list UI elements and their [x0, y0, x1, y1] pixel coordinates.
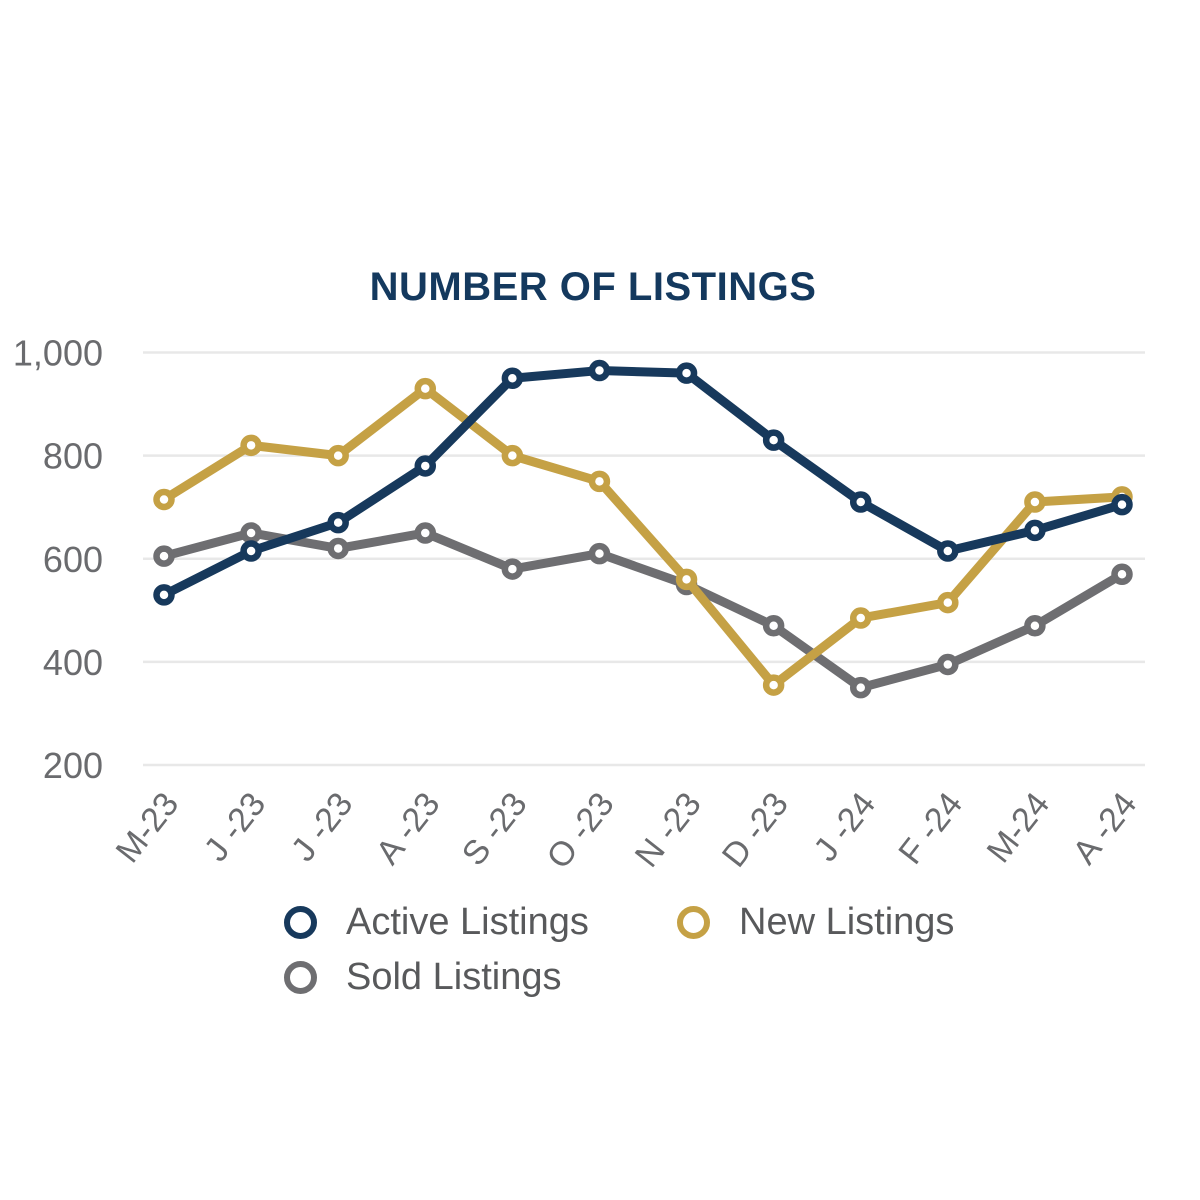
x-tick-label-7: N -23	[628, 786, 709, 875]
series-line-sold-listings	[159, 528, 1127, 693]
legend-label-active-listings: Active Listings	[346, 901, 589, 943]
legend-item-sold-listings: Sold Listings	[284, 958, 677, 996]
x-tick-label-3: J -23	[284, 786, 360, 869]
data-point-sold-listings-10	[937, 653, 959, 676]
data-point-active-listings-9	[849, 491, 872, 513]
legend-ring-sold-listings	[284, 960, 317, 994]
data-point-sold-listings-11	[1024, 615, 1046, 637]
series-line-active-listings	[159, 366, 1127, 600]
x-tick-label-4: A -23	[369, 786, 448, 872]
data-point-active-listings-6	[588, 359, 611, 382]
data-point-active-listings-2	[240, 540, 262, 562]
data-point-active-listings-3	[327, 511, 349, 534]
data-point-sold-listings-3	[327, 537, 349, 560]
data-point-sold-listings-12	[1111, 563, 1133, 585]
data-point-new-listings-10	[937, 591, 959, 614]
data-point-new-listings-7	[675, 568, 698, 591]
data-point-sold-listings-4	[414, 522, 437, 544]
x-tick-label-1: M-23	[109, 786, 187, 870]
data-point-new-listings-3	[327, 444, 349, 467]
data-point-sold-listings-9	[849, 676, 872, 699]
data-point-new-listings-11	[1024, 491, 1046, 513]
data-point-active-listings-4	[414, 455, 437, 477]
data-point-active-listings-11	[1024, 519, 1046, 542]
data-point-active-listings-7	[675, 362, 698, 384]
x-tick-label-9: J -24	[807, 786, 883, 869]
legend-label-new-listings: New Listings	[739, 901, 955, 943]
chart-title: NUMBER OF LISTINGS	[369, 265, 817, 309]
data-point-new-listings-6	[588, 470, 611, 493]
legend-item-new-listings: New Listings	[677, 903, 954, 941]
y-tick-label-400: 400	[43, 642, 103, 683]
data-point-sold-listings-6	[588, 542, 611, 565]
y-tick-label-200: 200	[43, 745, 103, 786]
y-tick-label-800: 800	[43, 436, 103, 477]
data-point-new-listings-5	[501, 444, 524, 467]
x-tick-label-2: J -23	[197, 786, 273, 869]
series-line-new-listings	[159, 384, 1127, 690]
x-tick-label-6: O -23	[539, 786, 621, 876]
data-point-active-listings-8	[762, 429, 785, 451]
data-point-new-listings-2	[240, 434, 262, 457]
y-tick-label-1000: 1,000	[13, 333, 103, 374]
data-point-active-listings-10	[937, 540, 959, 562]
chart-legend: Active Listings New Listings Sold Listings	[284, 903, 954, 996]
data-point-active-listings-1	[153, 584, 175, 606]
legend-label-sold-listings: Sold Listings	[346, 956, 562, 998]
data-point-new-listings-9	[849, 607, 872, 629]
data-point-new-listings-1	[153, 488, 175, 511]
x-tick-label-10: F -24	[891, 786, 970, 872]
legend-ring-new-listings	[677, 905, 710, 939]
data-point-sold-listings-8	[762, 615, 785, 637]
data-point-active-listings-12	[1111, 493, 1133, 516]
x-tick-label-12: A -24	[1065, 786, 1144, 872]
data-point-active-listings-5	[501, 367, 524, 390]
data-point-sold-listings-1	[153, 545, 175, 567]
data-point-new-listings-8	[762, 674, 785, 696]
legend-item-active-listings: Active Listings	[284, 903, 677, 941]
x-tick-label-11: M-24	[980, 786, 1058, 870]
x-tick-label-5: S -23	[455, 786, 535, 873]
data-point-sold-listings-2	[240, 522, 262, 544]
x-tick-label-8: D -23	[715, 786, 796, 875]
data-point-new-listings-4	[414, 377, 437, 400]
y-tick-label-600: 600	[43, 539, 103, 580]
legend-ring-active-listings	[284, 905, 317, 939]
data-point-sold-listings-5	[501, 558, 524, 580]
